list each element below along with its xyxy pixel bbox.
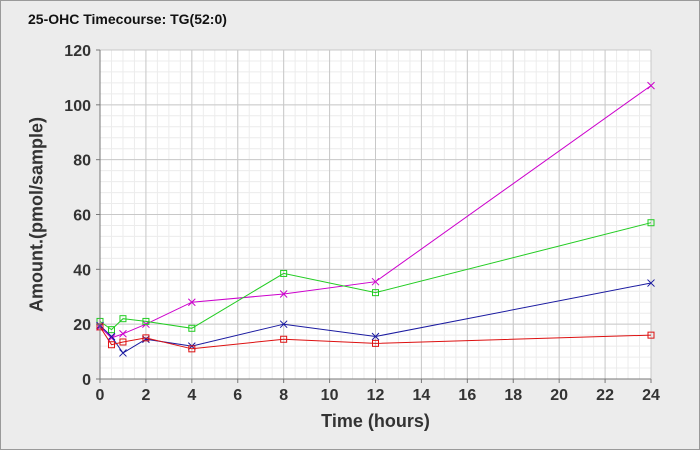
series-line xyxy=(99,282,652,354)
x-axis-title: Time (hours) xyxy=(321,411,430,431)
data-point xyxy=(371,332,380,341)
data-point xyxy=(119,329,127,338)
x-tick-label: 4 xyxy=(187,387,196,404)
data-point xyxy=(142,335,150,344)
data-point xyxy=(279,320,288,329)
series-layer xyxy=(96,81,655,357)
x-tick-label: 24 xyxy=(642,387,660,404)
data-point xyxy=(280,335,288,343)
data-point xyxy=(119,349,127,357)
data-point xyxy=(119,338,127,346)
data-point xyxy=(647,279,655,287)
data-point xyxy=(647,331,655,339)
data-point xyxy=(142,334,150,342)
data-point xyxy=(279,290,288,298)
x-tick-label: 14 xyxy=(413,387,431,404)
series-line xyxy=(99,85,652,339)
data-point xyxy=(107,341,115,349)
data-point xyxy=(107,326,115,334)
x-tick-label: 8 xyxy=(279,387,288,404)
axes xyxy=(96,49,652,383)
x-tick-label: 18 xyxy=(504,387,522,404)
x-tick-label: 12 xyxy=(367,387,385,404)
series-4 xyxy=(96,323,655,353)
y-axis-title: Amount.(pmol/sample) xyxy=(26,117,46,312)
data-point xyxy=(372,289,379,297)
series-line xyxy=(99,222,652,331)
data-point xyxy=(142,317,150,325)
x-tick-label: 16 xyxy=(458,387,476,404)
data-point xyxy=(107,332,116,341)
series-line xyxy=(99,326,652,350)
data-point xyxy=(188,345,196,353)
y-tick-label: 80 xyxy=(73,153,91,170)
x-tick-label: 6 xyxy=(233,387,242,404)
x-tick-label: 2 xyxy=(141,387,150,404)
y-tick-label: 120 xyxy=(64,43,91,60)
x-tick-label: 0 xyxy=(96,387,105,404)
series-2 xyxy=(96,219,655,334)
x-tick-label: 22 xyxy=(596,387,614,404)
data-point xyxy=(188,324,196,332)
y-tick-label: 20 xyxy=(73,317,91,334)
data-point xyxy=(119,315,127,323)
data-point xyxy=(372,339,379,347)
data-point xyxy=(187,298,196,307)
y-tick-label: 40 xyxy=(73,262,91,279)
y-tick-label: 0 xyxy=(82,372,91,389)
data-point xyxy=(647,81,655,90)
x-tick-label: 20 xyxy=(550,387,568,404)
y-tick-label: 100 xyxy=(64,98,91,115)
data-point xyxy=(647,219,655,227)
data-point xyxy=(280,269,288,277)
x-tick-label: 10 xyxy=(321,387,339,404)
data-point xyxy=(371,277,380,286)
chart-title: 25-OHC Timecourse: TG(52:0) xyxy=(28,11,227,27)
y-tick-label: 60 xyxy=(73,208,91,225)
